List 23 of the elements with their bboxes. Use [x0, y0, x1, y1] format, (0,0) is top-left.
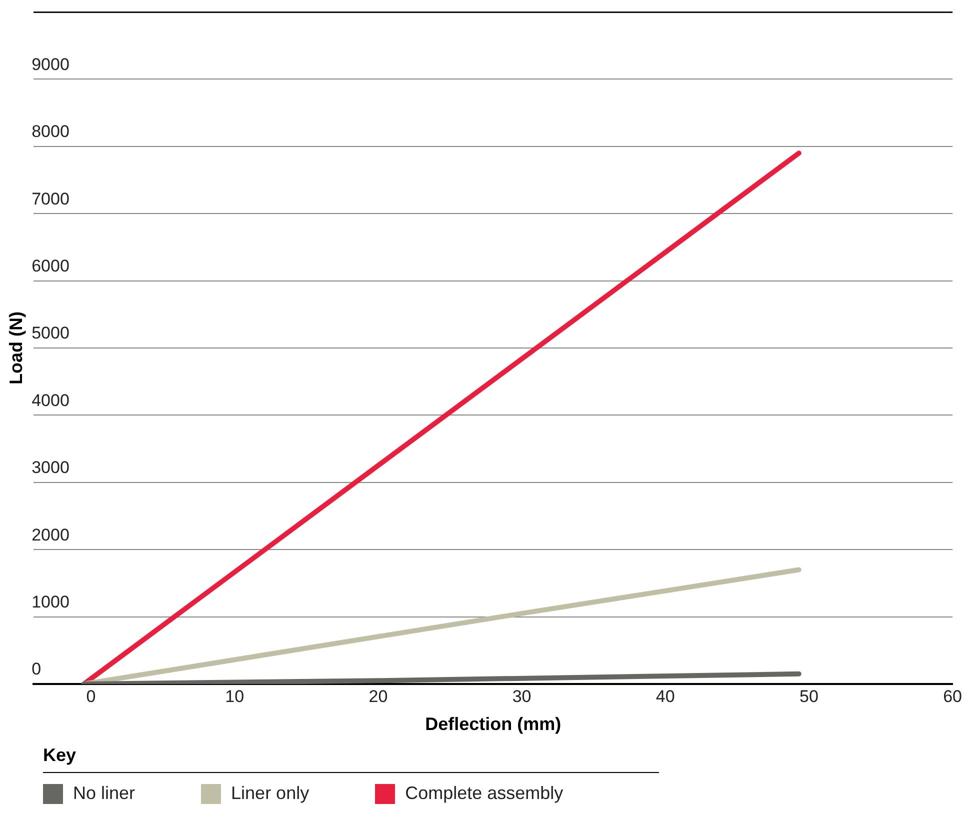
- x-tick-label: 30: [512, 686, 532, 706]
- x-axis-title: Deflection (mm): [425, 714, 562, 734]
- y-tick-label: 6000: [32, 256, 70, 276]
- x-tick-label: 40: [656, 686, 675, 706]
- y-tick-label: 9000: [32, 54, 70, 74]
- y-tick-label: 2000: [32, 525, 70, 544]
- y-tick-label: 4000: [32, 390, 70, 410]
- y-tick-label: 3000: [32, 458, 70, 478]
- legend-label: No liner: [73, 783, 136, 804]
- y-tick-label: 0: [32, 660, 42, 679]
- x-tick-label: 20: [368, 686, 388, 706]
- x-tick-label: 10: [225, 686, 244, 706]
- x-tick-label: 0: [86, 686, 96, 706]
- y-tick-label: 1000: [32, 592, 70, 612]
- legend-label: Complete assembly: [405, 783, 564, 804]
- legend-title: Key: [43, 745, 659, 773]
- x-tick-label: 60: [943, 686, 962, 706]
- legend-label: Liner only: [231, 783, 310, 804]
- y-tick-label: 7000: [32, 189, 70, 208]
- y-tick-label: 8000: [32, 122, 70, 142]
- y-tick-label: 5000: [32, 324, 70, 343]
- y-axis-title: Load (N): [6, 312, 26, 384]
- x-tick-label: 50: [800, 686, 818, 706]
